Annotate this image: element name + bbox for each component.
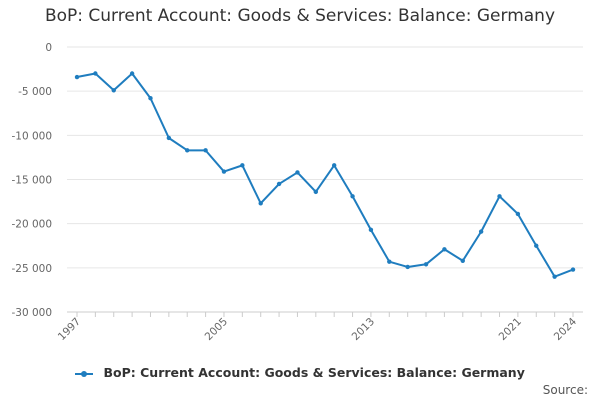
data-point[interactable] bbox=[203, 148, 208, 153]
legend[interactable]: BoP: Current Account: Goods & Services: … bbox=[0, 365, 600, 380]
data-series bbox=[74, 71, 576, 279]
data-point[interactable] bbox=[460, 258, 465, 263]
data-point[interactable] bbox=[313, 189, 319, 195]
data-point[interactable] bbox=[423, 262, 429, 267]
legend-label: BoP: Current Account: Goods & Services: … bbox=[103, 365, 525, 380]
data-point[interactable] bbox=[368, 227, 374, 233]
data-point[interactable] bbox=[93, 71, 98, 76]
x-tick-label: 1997 bbox=[56, 316, 83, 343]
data-point[interactable] bbox=[221, 169, 227, 174]
data-point[interactable] bbox=[185, 148, 190, 153]
data-point[interactable] bbox=[276, 181, 282, 187]
chart-title: BoP: Current Account: Goods & Services: … bbox=[44, 6, 556, 26]
series-line bbox=[76, 72, 574, 278]
x-tick-label: 2013 bbox=[350, 316, 377, 343]
y-tick-label: -25 000 bbox=[11, 263, 52, 275]
data-point[interactable] bbox=[387, 259, 392, 264]
data-point[interactable] bbox=[534, 243, 539, 248]
y-tick-label: 0 bbox=[45, 42, 52, 54]
x-axis: 1997 2005 2013 2021 2024 bbox=[56, 311, 583, 343]
x-tick-label: 2021 bbox=[497, 316, 524, 343]
data-point[interactable] bbox=[148, 96, 153, 101]
y-tick-label: -10 000 bbox=[11, 130, 52, 142]
data-point[interactable] bbox=[515, 211, 521, 217]
legend-line-marker-icon bbox=[75, 369, 94, 379]
data-point[interactable] bbox=[295, 170, 300, 175]
data-point[interactable] bbox=[350, 194, 355, 199]
x-tick-label: 2024 bbox=[552, 315, 580, 343]
y-tick-label: -20 000 bbox=[11, 219, 52, 231]
y-tick-label: -30 000 bbox=[11, 307, 52, 319]
data-point[interactable] bbox=[129, 71, 135, 76]
data-point[interactable] bbox=[331, 163, 337, 168]
data-point[interactable] bbox=[442, 247, 447, 252]
data-point[interactable] bbox=[497, 194, 502, 199]
data-point[interactable] bbox=[74, 74, 80, 80]
data-point[interactable] bbox=[240, 163, 245, 168]
x-tick-label: 2005 bbox=[203, 316, 230, 343]
y-tick-label: -15 000 bbox=[11, 175, 52, 187]
data-point[interactable] bbox=[405, 264, 410, 270]
data-point[interactable] bbox=[258, 201, 263, 206]
data-point[interactable] bbox=[166, 135, 172, 141]
data-point[interactable] bbox=[570, 267, 576, 272]
data-point[interactable] bbox=[478, 229, 484, 234]
y-axis-tick-labels: 0 -5 000 -10 000 -15 000 -20 000 -25 000 -30 0… bbox=[11, 42, 52, 319]
source-label: Source: bbox=[542, 383, 588, 397]
y-tick-label: -5 000 bbox=[18, 86, 52, 98]
data-point[interactable] bbox=[552, 274, 557, 279]
data-point[interactable] bbox=[111, 88, 116, 93]
